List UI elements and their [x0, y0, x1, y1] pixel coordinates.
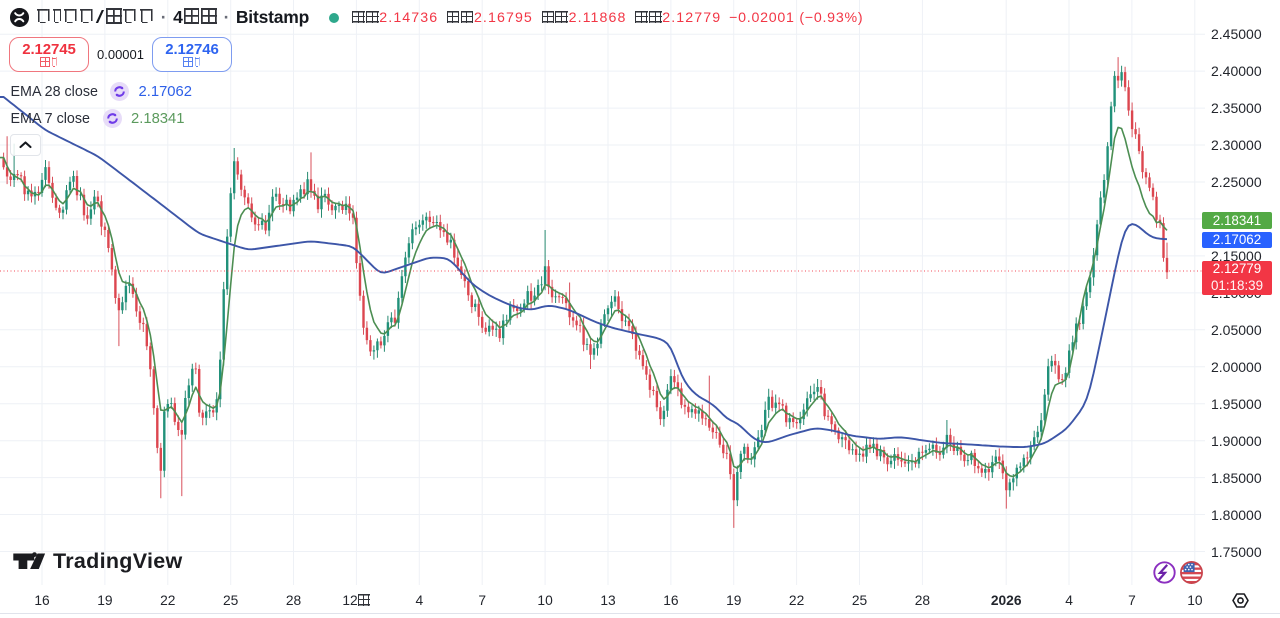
svg-text:TradingView: TradingView	[53, 551, 183, 573]
